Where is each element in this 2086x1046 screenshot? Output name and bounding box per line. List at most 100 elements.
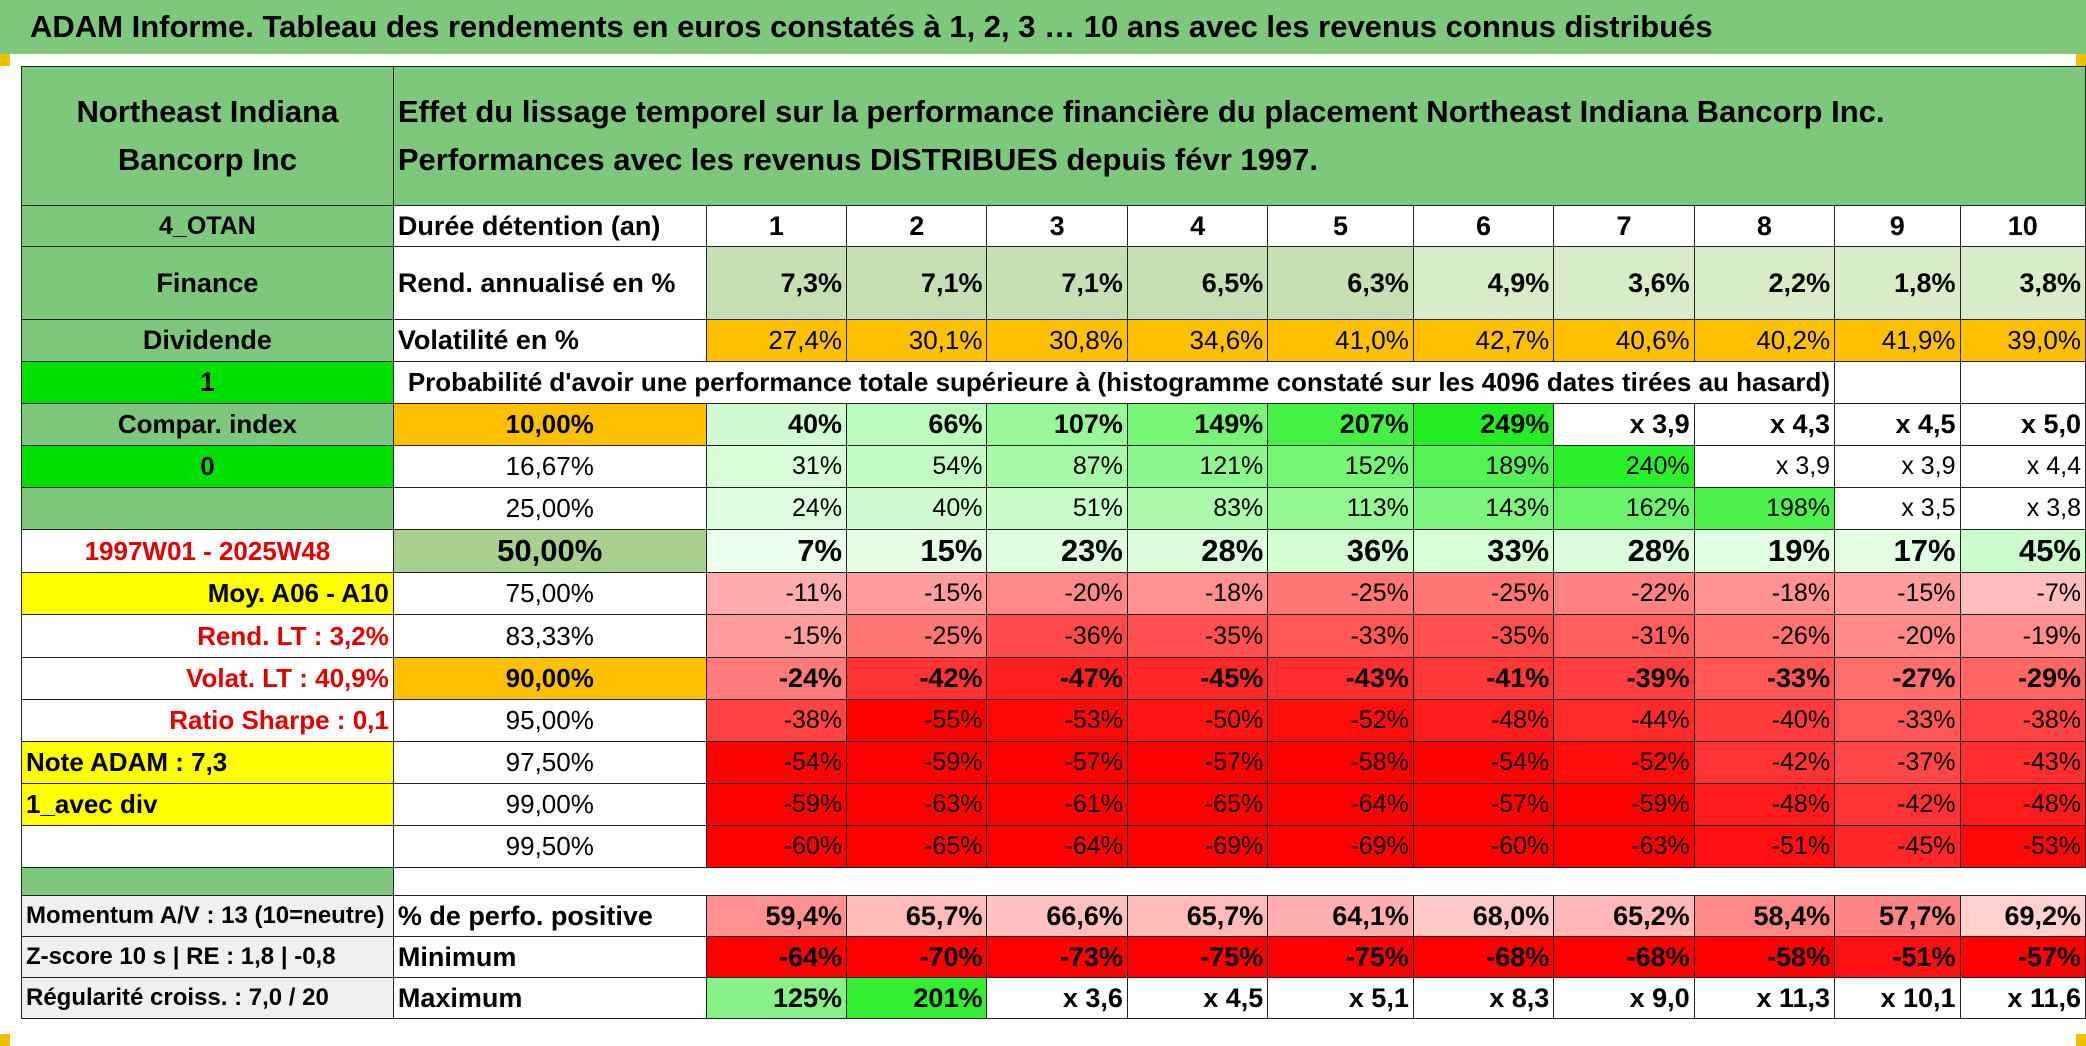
vol-cell: 40,6% [1553, 319, 1695, 362]
perf-cell: -24% [705, 657, 848, 700]
maximum-cell: 125% [705, 977, 848, 1019]
pct_pos-cell: 65,7% [1126, 895, 1269, 937]
perf-cell: 249% [1412, 403, 1555, 446]
perf-cell: -51% [1693, 825, 1836, 868]
perf-cell: -48% [1959, 783, 2086, 826]
perf-cell: -11% [705, 572, 848, 615]
perf-cell: -58% [1267, 741, 1414, 784]
perf-cell: -25% [1412, 572, 1555, 615]
perf-cell: -42% [846, 657, 988, 700]
perf-cell: -39% [1553, 657, 1695, 700]
minimum-cell: -68% [1553, 936, 1695, 978]
minimum-cell: -58% [1693, 936, 1836, 978]
year-header: 1 [705, 205, 848, 247]
empty-cell [1959, 361, 2086, 404]
year-header: 7 [1553, 205, 1695, 247]
returns-table: Northeast Indiana Bancorp Inc Effet du l… [21, 66, 2086, 1019]
probability-level: 83,33% [392, 614, 707, 658]
probability-level: 97,50% [392, 741, 707, 784]
pct_pos-cell: 66,6% [986, 895, 1128, 937]
vol-cell: 42,7% [1412, 319, 1555, 362]
rend-cell: 1,8% [1834, 246, 1961, 320]
pct_pos-cell: 68,0% [1412, 895, 1555, 937]
empty-side-cell [21, 487, 394, 530]
maximum-label: Maximum [392, 977, 707, 1019]
vol-cell: 30,1% [846, 319, 988, 362]
spacer-cell [21, 867, 394, 896]
perf-cell: -63% [846, 783, 988, 826]
probability-level: 75,00% [392, 572, 707, 615]
perf-cell: 33% [1412, 529, 1555, 573]
side-val0[interactable]: 0 [21, 445, 394, 488]
maximum-cell: x 4,5 [1126, 977, 1269, 1019]
perf-cell: 19% [1693, 529, 1836, 573]
perf-cell: 207% [1267, 403, 1414, 446]
perf-cell: -15% [705, 614, 848, 658]
probability-level: 95,00% [392, 699, 707, 742]
rend-label: Rend. annualisé en % [392, 246, 707, 320]
year-header: 10 [1959, 205, 2086, 247]
year-header: 2 [846, 205, 988, 247]
year-header: 6 [1412, 205, 1555, 247]
perf-cell: -52% [1553, 741, 1695, 784]
year-header: 9 [1834, 205, 1961, 247]
pct_pos-label: % de perfo. positive [392, 895, 707, 937]
perf-cell: 40% [846, 487, 988, 530]
side-moy: Moy. A06 - A10 [21, 572, 394, 615]
perf-cell: 121% [1126, 445, 1269, 488]
corner-marker [2076, 54, 2086, 66]
maximum-cell: x 9,0 [1553, 977, 1695, 1019]
perf-cell: 31% [705, 445, 848, 488]
vol-cell: 41,0% [1267, 319, 1414, 362]
perf-cell: -18% [1693, 572, 1836, 615]
perf-cell: -60% [705, 825, 848, 868]
minimum-cell: -68% [1412, 936, 1555, 978]
perf-cell: 51% [986, 487, 1128, 530]
year-header: 3 [986, 205, 1128, 247]
perf-cell: -60% [1412, 825, 1555, 868]
minimum-cell: -73% [986, 936, 1128, 978]
side-period: 1997W01 - 2025W48 [21, 529, 394, 573]
probability-level: 50,00% [392, 529, 707, 573]
minimum-cell: -75% [1126, 936, 1269, 978]
probability-level: 10,00% [392, 403, 707, 446]
minimum-cell: -64% [705, 936, 848, 978]
side-avec-div: 1_avec div [21, 783, 394, 826]
perf-cell: 7% [705, 529, 848, 573]
perf-cell: -38% [1959, 699, 2086, 742]
rend-cell: 2,2% [1693, 246, 1836, 320]
perf-cell: 87% [986, 445, 1128, 488]
year-header: 8 [1693, 205, 1836, 247]
perf-cell: -43% [1267, 657, 1414, 700]
perf-cell: -61% [986, 783, 1128, 826]
perf-cell: -20% [1834, 614, 1961, 658]
perf-cell: -69% [1126, 825, 1269, 868]
perf-cell: 66% [846, 403, 988, 446]
report-title: ADAM Informe. Tableau des rendements en … [0, 0, 2086, 54]
pct_pos-cell: 65,7% [846, 895, 988, 937]
perf-cell: -50% [1126, 699, 1269, 742]
perf-cell: x 3,5 [1834, 487, 1961, 530]
probability-level: 99,50% [392, 825, 707, 868]
rend-cell: 7,1% [986, 246, 1128, 320]
value-one-cell[interactable]: 1 [21, 361, 394, 404]
perf-cell: -29% [1959, 657, 2086, 700]
perf-cell: -54% [705, 741, 848, 784]
perf-cell: 17% [1834, 529, 1961, 573]
perf-cell: 40% [705, 403, 848, 446]
maximum-cell: x 5,1 [1267, 977, 1414, 1019]
minimum-cell: -70% [846, 936, 988, 978]
code-label: 4_OTAN [21, 205, 394, 247]
perf-cell: x 3,9 [1693, 445, 1836, 488]
perf-cell: x 3,9 [1834, 445, 1961, 488]
perf-cell: 189% [1412, 445, 1555, 488]
perf-cell: -22% [1553, 572, 1695, 615]
perf-cell: x 4,4 [1959, 445, 2086, 488]
year-header: 4 [1126, 205, 1269, 247]
perf-cell: -45% [1126, 657, 1269, 700]
type-label: Dividende [21, 319, 394, 362]
pct_pos-cell: 58,4% [1693, 895, 1836, 937]
company-name: Northeast Indiana Bancorp Inc [21, 66, 394, 206]
perf-cell: 107% [986, 403, 1128, 446]
rend-cell: 6,5% [1126, 246, 1269, 320]
